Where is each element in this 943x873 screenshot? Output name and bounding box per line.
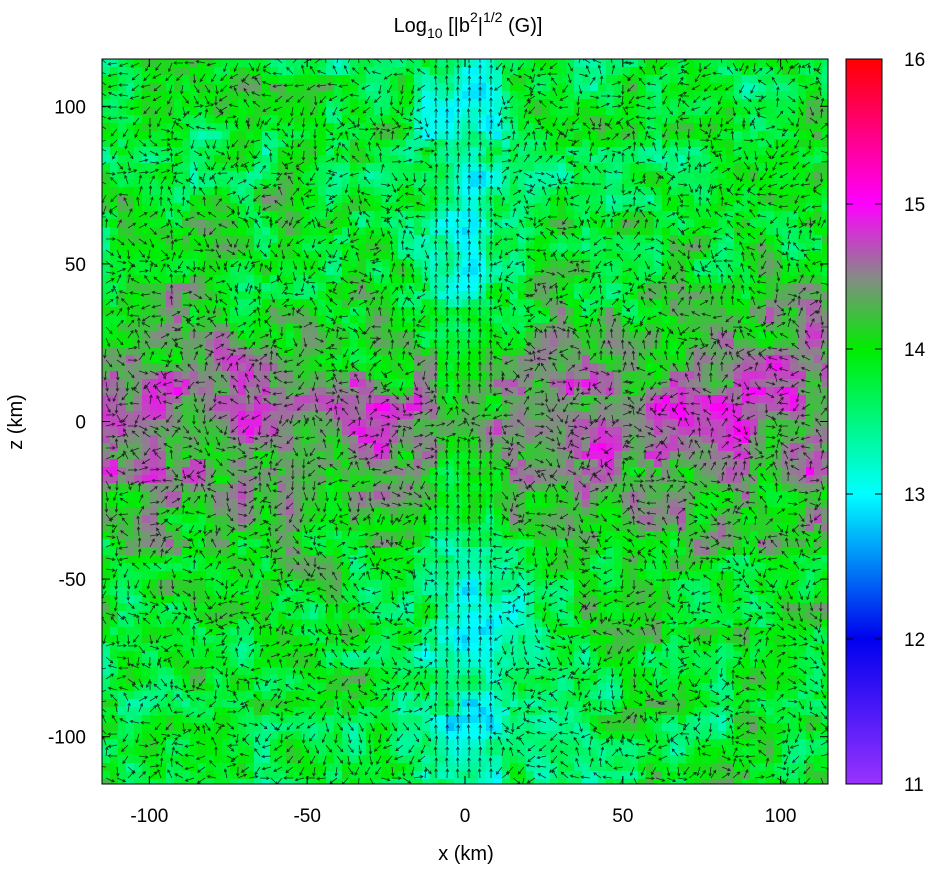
x-tick-label: -100 <box>130 806 168 827</box>
colorbar-tick-label: 12 <box>904 630 925 651</box>
title-sup1: 2 <box>470 9 478 25</box>
title-suffix: (G)] <box>502 15 542 37</box>
title-prefix: Log <box>394 15 427 37</box>
chart-title: Log10 [|b2|1/2 (G)] <box>394 9 543 41</box>
colorbar-tick-label: 11 <box>904 775 924 796</box>
x-tick-label: -50 <box>293 806 320 827</box>
x-tick-label: 0 <box>460 806 471 827</box>
y-tick-label: 100 <box>54 97 86 118</box>
y-axis-ticks: 100 50 0 -50 -100 <box>48 97 828 749</box>
colorbar-tick-label: 13 <box>904 485 925 506</box>
heatmap-area <box>102 59 828 784</box>
y-tick-label: 50 <box>65 255 86 276</box>
x-axis-ticks: -100 -50 0 50 100 <box>130 59 797 827</box>
x-tick-label: 100 <box>765 806 797 827</box>
x-tick-label: 50 <box>612 806 633 827</box>
colorbar-ticks: 16 15 14 13 12 11 <box>846 50 926 796</box>
colorbar <box>845 58 883 785</box>
colorbar-tick-label: 15 <box>904 195 925 216</box>
field-arrow-path <box>102 59 828 784</box>
title-mid: | <box>478 15 483 37</box>
title-sup2: 1/2 <box>483 9 503 25</box>
title-subscript: 10 <box>427 25 443 41</box>
colorbar-tick-label: 16 <box>904 50 925 71</box>
colorbar-tick-label: 14 <box>904 340 926 361</box>
y-tick-label: -100 <box>48 728 86 749</box>
title-open: [|b <box>443 15 470 37</box>
y-tick-label: 0 <box>75 413 86 434</box>
y-tick-label: -50 <box>59 570 86 591</box>
y-axis-label: z (km) <box>5 394 27 450</box>
x-axis-label: x (km) <box>438 843 494 865</box>
field-arrows <box>102 59 828 784</box>
